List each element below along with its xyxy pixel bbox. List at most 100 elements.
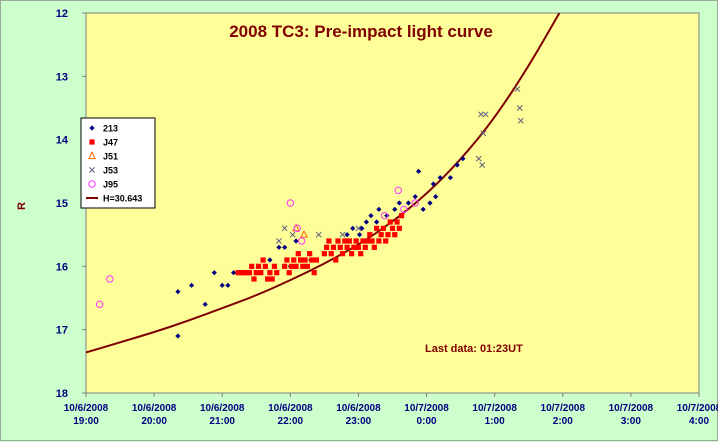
data-point-213 xyxy=(359,225,365,231)
data-point-j51 xyxy=(300,229,308,238)
data-point-j47 xyxy=(364,238,371,244)
data-point-j53 xyxy=(517,117,524,124)
legend: 213 J47 J51 J53 J95 H=30.643 xyxy=(80,117,156,209)
data-point-j47 xyxy=(339,251,346,257)
data-point-213 xyxy=(356,232,363,238)
legend-swatch-j95 xyxy=(88,180,96,188)
x-tick-date: 10/7/2008 xyxy=(677,403,718,414)
data-point-j47 xyxy=(255,263,262,269)
data-point-213 xyxy=(363,219,369,225)
legend-label: 213 xyxy=(103,124,118,134)
data-point-j47 xyxy=(380,225,387,231)
data-point-j95 xyxy=(95,300,104,309)
data-point-j47 xyxy=(394,219,400,225)
data-point-213 xyxy=(396,200,402,206)
data-point-213 xyxy=(202,301,208,307)
legend-label: J53 xyxy=(103,166,118,176)
data-point-j47 xyxy=(387,219,393,225)
data-point-j47 xyxy=(385,232,391,238)
y-tick-label: 15 xyxy=(56,198,68,210)
y-tick-label: 14 xyxy=(56,135,69,147)
data-point-213 xyxy=(433,194,439,200)
data-point-j47 xyxy=(362,244,368,250)
data-point-j47 xyxy=(304,263,310,269)
x-tick-date: 10/6/2008 xyxy=(200,403,245,414)
data-point-j47 xyxy=(311,270,317,276)
data-point-j53 xyxy=(339,231,346,238)
x-tick-date: 10/7/2008 xyxy=(404,403,449,414)
data-point-j47 xyxy=(260,257,266,263)
x-tick-time: 22:00 xyxy=(278,416,304,427)
x-tick-date: 10/7/2008 xyxy=(472,403,517,414)
data-point-j95 xyxy=(293,224,301,233)
last-data-annotation: Last data: 01:23UT xyxy=(425,343,523,355)
data-point-j53 xyxy=(516,105,523,111)
y-tick-label: 18 xyxy=(56,388,68,400)
data-point-j47 xyxy=(309,257,315,263)
data-point-j47 xyxy=(253,270,259,276)
x-tick-time: 2:00 xyxy=(553,416,573,427)
data-point-j47 xyxy=(353,238,359,244)
data-point-j53 xyxy=(315,231,322,238)
data-point-j47 xyxy=(328,251,334,257)
data-point-213 xyxy=(412,194,418,200)
data-point-213 xyxy=(175,289,181,295)
legend-label: J51 xyxy=(103,152,118,162)
data-point-213 xyxy=(416,168,422,174)
data-point-213 xyxy=(447,175,453,181)
x-tick-time: 21:00 xyxy=(209,416,235,427)
data-point-213 xyxy=(344,232,350,238)
data-point-j95 xyxy=(286,199,295,207)
x-tick-date: 10/6/2008 xyxy=(268,403,313,414)
x-tick-date: 10/6/2008 xyxy=(336,403,381,414)
data-point-213 xyxy=(175,333,181,339)
x-tick-date: 10/7/2008 xyxy=(609,403,654,414)
data-point-j47 xyxy=(269,276,275,282)
data-point-213 xyxy=(211,270,217,276)
data-point-213 xyxy=(267,257,273,263)
data-point-213 xyxy=(376,206,382,212)
x-tick-time: 20:00 xyxy=(141,416,167,427)
data-point-213 xyxy=(230,270,237,276)
plot-background xyxy=(85,12,700,394)
data-point-j47 xyxy=(274,270,280,276)
y-tick-label: 16 xyxy=(56,261,68,273)
y-axis-label: R xyxy=(16,202,28,210)
data-point-j47 xyxy=(288,263,295,269)
data-point-j47 xyxy=(321,251,327,257)
x-tick-time: 19:00 xyxy=(73,416,99,427)
data-point-j95 xyxy=(411,199,419,207)
model-curve xyxy=(86,13,561,354)
data-point-j47 xyxy=(265,276,271,282)
data-point-j47 xyxy=(383,238,389,244)
data-point-j47 xyxy=(313,257,320,263)
data-point-j47 xyxy=(378,232,384,238)
data-point-j47 xyxy=(291,257,297,263)
data-point-j47 xyxy=(286,270,292,276)
data-point-j47 xyxy=(396,225,402,231)
data-point-j53 xyxy=(482,111,489,118)
data-point-j47 xyxy=(249,263,255,269)
data-point-j53 xyxy=(475,155,482,162)
data-point-j47 xyxy=(302,257,308,263)
data-point-j47 xyxy=(367,232,373,238)
data-point-j95 xyxy=(297,237,306,245)
data-point-j47 xyxy=(258,270,264,276)
data-point-j47 xyxy=(262,263,268,269)
data-point-213 xyxy=(374,219,380,225)
data-point-j95 xyxy=(106,275,114,283)
legend-label: J95 xyxy=(103,180,118,190)
data-point-j53 xyxy=(514,86,521,92)
data-point-213 xyxy=(225,282,231,288)
data-point-j47 xyxy=(295,251,301,257)
data-point-213 xyxy=(368,213,374,219)
data-point-j53 xyxy=(478,111,484,118)
y-tick-label: 17 xyxy=(56,325,68,337)
data-point-j47 xyxy=(349,251,355,257)
x-tick-time: 4:00 xyxy=(689,416,709,427)
data-points xyxy=(95,86,524,339)
data-point-j47 xyxy=(284,257,290,263)
legend-label: J47 xyxy=(103,138,118,148)
